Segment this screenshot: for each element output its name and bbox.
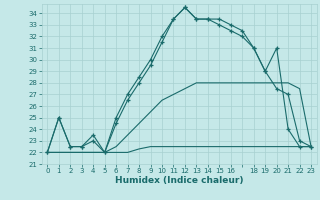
X-axis label: Humidex (Indice chaleur): Humidex (Indice chaleur) xyxy=(115,176,244,185)
